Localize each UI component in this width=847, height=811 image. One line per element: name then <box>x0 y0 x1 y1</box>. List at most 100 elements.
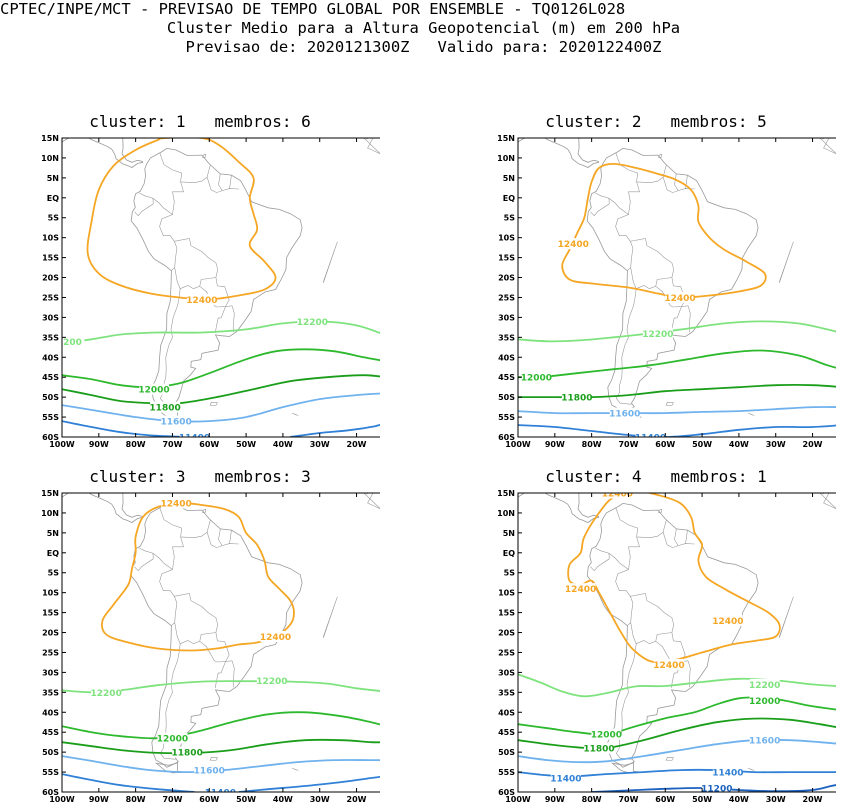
south-america-coastline <box>130 147 303 413</box>
caribbean-coastline <box>121 138 144 163</box>
contour-label-bg <box>91 686 122 698</box>
contour-label-bg <box>749 678 780 690</box>
contour-label: 11400 <box>179 434 210 444</box>
lon-label: 30W <box>766 795 786 804</box>
lat-label: 5N <box>47 529 59 538</box>
contour-line <box>62 711 386 740</box>
lon-label: 40W <box>729 440 749 449</box>
lon-label: 90W <box>89 795 109 804</box>
lat-label: 10S <box>42 234 59 243</box>
contour-label-bg <box>172 746 203 758</box>
contour-label: 12400 <box>712 617 743 627</box>
country-border <box>229 530 232 544</box>
contour-label-bg <box>161 415 192 427</box>
lon-label: 100W <box>505 795 531 804</box>
south-america-coastline <box>586 147 759 413</box>
map-frame <box>61 137 387 438</box>
lat-label: 5N <box>503 174 515 183</box>
lon-label: 70W <box>162 795 182 804</box>
lon-label: 30W <box>310 440 330 449</box>
contour-line <box>62 420 188 437</box>
contour-label: 12200 <box>256 677 287 687</box>
lon-label: 20W <box>347 795 367 804</box>
map-svg: 12400 12200 2200 12000 11800 11600 11400 15N 10N… <box>41 134 387 449</box>
country-border <box>180 519 211 539</box>
lat-label: 35S <box>498 333 515 342</box>
contour-line <box>518 717 842 750</box>
country-border <box>615 288 637 405</box>
country-border <box>608 552 634 627</box>
contour-label: 11600 <box>160 418 191 428</box>
lon-label: 50W <box>692 440 712 449</box>
contour-label: 11400 <box>635 434 666 444</box>
country-border <box>214 660 233 688</box>
map-panel-cluster-4: cluster: 4 membros: 1 12400 12400 12400 124… <box>476 467 843 807</box>
lat-label: 35S <box>42 333 59 342</box>
country-border <box>590 192 610 217</box>
lat-label: 20S <box>498 274 515 283</box>
contour-line <box>518 406 842 415</box>
country-border <box>206 532 239 548</box>
header-line-2: Cluster Medio para a Altura Geopotencial… <box>166 19 681 37</box>
country-border <box>134 547 154 572</box>
contour-label-bg <box>179 431 210 437</box>
caribbean-coastline <box>577 493 600 518</box>
lat-label: 5N <box>503 529 515 538</box>
island-outline <box>209 401 218 406</box>
contour-line <box>86 138 277 301</box>
contour-label-bg <box>591 728 622 740</box>
contour-line <box>62 392 386 423</box>
lon-label: 20W <box>803 440 823 449</box>
island-outline <box>291 767 299 771</box>
contour-label: 12400 <box>664 294 695 304</box>
contour-line <box>518 673 842 698</box>
lon-label: 50W <box>236 795 256 804</box>
lon-label: 20W <box>803 795 823 804</box>
lat-label: 30S <box>498 313 515 322</box>
contour-label-bg <box>157 732 188 744</box>
map-frame <box>61 492 387 793</box>
panel-title: cluster: 2 membros: 5 <box>545 112 767 131</box>
central-america-coastline <box>518 138 600 168</box>
contour-line <box>62 374 386 405</box>
central-america-coastline <box>518 493 600 523</box>
lat-label: EQ <box>503 194 515 203</box>
island-outline <box>747 767 755 771</box>
lat-label: EQ <box>47 194 59 203</box>
contour-line <box>561 163 767 299</box>
lat-label: EQ <box>503 549 515 558</box>
contour-line <box>518 738 842 764</box>
lon-label: 60W <box>655 440 675 449</box>
lon-label: 70W <box>162 440 182 449</box>
lat-label: 35S <box>498 688 515 697</box>
lon-label: 60W <box>655 795 675 804</box>
island-outline <box>658 508 662 513</box>
lat-label: 10S <box>498 234 515 243</box>
contour-label: 12200 <box>642 330 673 340</box>
contour-label: 12400 <box>653 661 684 671</box>
lat-label: 40S <box>42 708 59 717</box>
contour-line <box>62 773 195 792</box>
country-border <box>636 164 667 184</box>
header-line-3: Previsao de: 2020121300Z Valido para: 20… <box>185 38 662 56</box>
lat-label: 35S <box>42 688 59 697</box>
contour-label: 12400 <box>558 240 589 250</box>
contour-label-bg <box>712 766 743 778</box>
lat-label: 10S <box>42 589 59 598</box>
island-outline <box>202 153 206 158</box>
contour-label-bg <box>749 734 780 746</box>
lat-label: 15S <box>498 254 515 263</box>
country-border <box>159 153 184 215</box>
lat-label: 20S <box>498 629 515 638</box>
island-outline <box>665 401 674 406</box>
lat-label: 15S <box>42 254 59 263</box>
country-border <box>655 632 686 663</box>
central-america-coastline <box>62 493 144 523</box>
country-border <box>231 660 235 688</box>
lat-label: 60S <box>42 433 59 442</box>
lon-label: 60W <box>199 795 219 804</box>
contour-label: 11400 <box>205 789 236 799</box>
contour-label: 12400 <box>186 296 217 306</box>
country-border <box>229 175 232 189</box>
country-border <box>214 305 233 333</box>
